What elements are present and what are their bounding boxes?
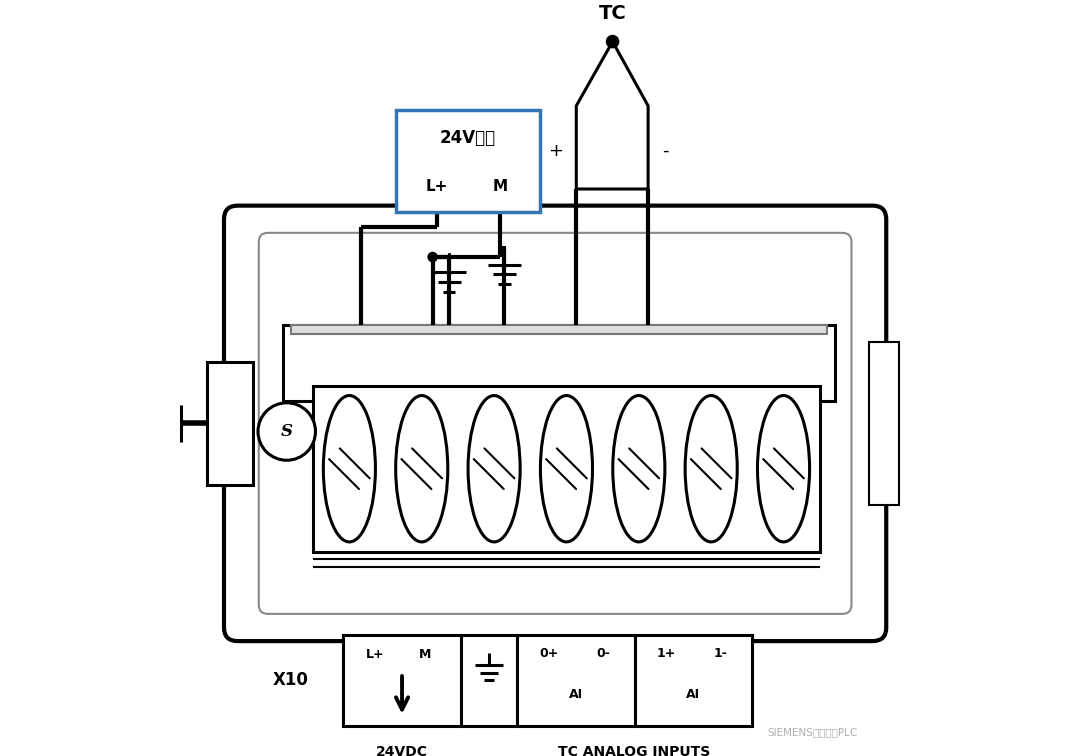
- Text: 0-: 0-: [596, 646, 610, 660]
- Bar: [868, 342, 899, 505]
- Polygon shape: [577, 42, 648, 189]
- Text: L+: L+: [426, 178, 448, 194]
- Bar: [635, 635, 752, 726]
- Bar: [283, 325, 835, 401]
- Text: M: M: [419, 649, 432, 662]
- Text: -: -: [662, 142, 669, 160]
- Text: TC: TC: [598, 4, 626, 23]
- Ellipse shape: [612, 395, 665, 542]
- Ellipse shape: [468, 395, 521, 542]
- Text: +: +: [548, 142, 563, 160]
- Text: M: M: [492, 178, 508, 194]
- Text: 1-: 1-: [713, 646, 727, 660]
- Text: 24V电源: 24V电源: [441, 129, 496, 147]
- Circle shape: [428, 252, 438, 262]
- Ellipse shape: [323, 395, 376, 542]
- Ellipse shape: [540, 395, 593, 542]
- Bar: [396, 110, 540, 212]
- Ellipse shape: [685, 395, 738, 542]
- Text: 1+: 1+: [657, 646, 676, 660]
- Bar: [343, 635, 461, 726]
- Bar: [291, 325, 827, 334]
- Text: TC ANALOG INPUTS: TC ANALOG INPUTS: [558, 745, 711, 756]
- Bar: [207, 362, 253, 485]
- Text: X10: X10: [272, 671, 309, 689]
- Bar: [461, 635, 517, 726]
- Text: 0+: 0+: [539, 646, 558, 660]
- Text: L+: L+: [366, 649, 384, 662]
- Ellipse shape: [757, 395, 810, 542]
- Bar: [313, 386, 820, 552]
- Text: AI: AI: [686, 687, 700, 701]
- Bar: [517, 635, 635, 726]
- Ellipse shape: [395, 395, 448, 542]
- FancyBboxPatch shape: [224, 206, 887, 641]
- Text: S: S: [281, 423, 293, 440]
- FancyBboxPatch shape: [259, 233, 851, 614]
- Circle shape: [258, 403, 315, 460]
- Text: AI: AI: [569, 687, 583, 701]
- Circle shape: [606, 35, 620, 48]
- Text: 24VDC: 24VDC: [376, 745, 428, 756]
- Text: SIEMENS仪器仪表PLC: SIEMENS仪器仪表PLC: [767, 727, 858, 737]
